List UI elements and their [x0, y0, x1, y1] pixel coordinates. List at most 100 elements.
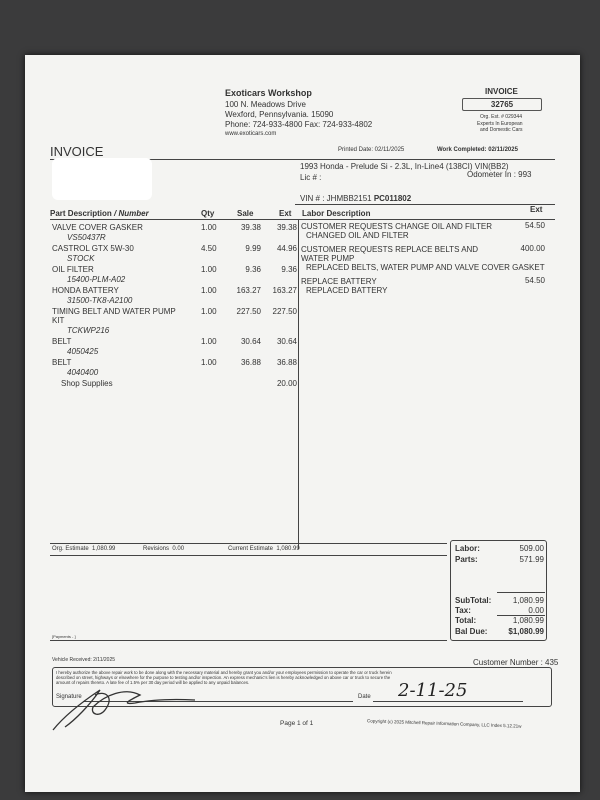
part-desc: HONDA BATTERY: [52, 286, 119, 295]
subtotal-label: SubTotal:: [455, 596, 492, 605]
part-ext: 9.36: [281, 265, 297, 274]
invoice-label: INVOICE: [485, 87, 518, 96]
part-desc: BELT: [52, 358, 72, 367]
parts-header-sale: Sale: [237, 209, 254, 218]
part-qty: 1.00: [201, 358, 217, 367]
part-sale: 39.38: [240, 223, 261, 232]
part-desc: VALVE COVER GASKER: [52, 223, 143, 232]
part-desc: TIMING BELT AND WATER PUMP: [52, 307, 176, 316]
vin-bold: PC011802: [373, 194, 412, 203]
part-qty: 1.00: [201, 265, 217, 274]
part-sale: 9.36: [245, 265, 261, 274]
lic-number: Lic # :: [300, 173, 322, 182]
current-estimate: 1,080.99: [276, 546, 300, 552]
labor-ext: 400.00: [520, 244, 545, 253]
copyright: Copyright (c) 2025 Mitchell Repair Infor…: [366, 718, 522, 729]
labor-desc: REPLACE BATTERY: [301, 277, 377, 286]
tax: 0.00: [528, 606, 544, 615]
shop-address2: Wexford, Pennsylvania. 15090: [225, 110, 334, 119]
shop-phone: Phone: 724-933-4800 Fax: 724-933-4802: [225, 120, 373, 129]
page-title: INVOICE: [50, 144, 104, 159]
part-number: 31500-TK8-A2100: [67, 296, 133, 305]
part-qty: 1.00: [201, 223, 217, 232]
part-desc: BELT: [52, 337, 72, 346]
labor-header-ext: Ext: [530, 205, 543, 214]
signature-label: Signature: [56, 694, 82, 700]
parts-header-desc: Part Description: [50, 209, 112, 218]
total-label: Total:: [455, 616, 477, 625]
tagline2: and Domestic Cars: [480, 127, 523, 133]
balance-due-label: Bal Due:: [455, 627, 488, 636]
tagline1: Experts In European: [477, 121, 523, 127]
part-qty: 1.00: [201, 286, 217, 295]
tax-label: Tax:: [455, 606, 471, 615]
part-number: VS50437R: [67, 233, 106, 242]
part-ext: 227.50: [272, 307, 297, 316]
labor-detail: REPLACED BELTS, WATER PUMP AND VALVE COV…: [306, 263, 545, 272]
terms-line: amount of repairs thereto. A late fee of…: [56, 680, 250, 685]
part-ext: 44.96: [276, 244, 297, 253]
parts-header-qty: Qty: [201, 209, 215, 218]
odometer: Odometer In : 993: [467, 170, 532, 179]
part-ext: 39.38: [276, 223, 297, 232]
terms-box: I hereby authorize the above repair work…: [52, 667, 552, 707]
part-sale: 9.99: [245, 244, 261, 253]
terms-line: I hereby authorize the above repair work…: [56, 670, 392, 675]
page-number: Page 1 of 1: [280, 720, 314, 727]
parts-header-number: / Number: [111, 209, 149, 218]
part-sale: 163.27: [236, 286, 261, 295]
invoice-paper: Exoticars Workshop 100 N. Meadows Drive …: [25, 55, 580, 792]
org-estimate: 1,080.99: [92, 546, 116, 552]
shop-web: www.exoticars.com: [225, 131, 277, 137]
org-estimate-label: Org. Estimate: [52, 546, 89, 552]
part-ext: 163.27: [272, 286, 297, 295]
parts-header-ext: Ext: [279, 209, 292, 218]
redacted-customer: [52, 158, 152, 200]
org-est: Org. Est. # 029344: [480, 114, 522, 120]
shop-supplies-ext: 20.00: [276, 379, 297, 388]
part-number: 15400-PLM-A02: [67, 275, 126, 284]
total: 1,080.99: [512, 616, 544, 625]
shop-supplies-label: Shop Supplies: [61, 379, 113, 388]
date-label: Date: [358, 694, 371, 700]
customer-number: Customer Number : 435: [473, 658, 559, 667]
labor-desc: WATER PUMP: [301, 254, 355, 263]
part-desc-cont: KIT: [52, 316, 65, 325]
part-desc: OIL FILTER: [52, 265, 94, 274]
vin-label: VIN # : JHMBB2151: [300, 194, 374, 203]
part-desc: CASTROL GTX 5W-30: [52, 244, 134, 253]
part-number: TCKWP216: [67, 326, 110, 335]
part-number: 4040400: [67, 368, 99, 377]
part-qty: 4.50: [201, 244, 217, 253]
part-sale: 36.88: [240, 358, 261, 367]
balance-due: $1,080.99: [508, 627, 544, 636]
part-sale: 30.64: [240, 337, 261, 346]
labor-total-label: Labor:: [455, 544, 480, 553]
part-ext: 36.88: [276, 358, 297, 367]
invoice-number: 32765: [462, 98, 542, 111]
revisions: 0.00: [172, 546, 185, 552]
part-qty: 1.00: [201, 307, 217, 316]
labor-ext: 54.50: [524, 221, 545, 230]
subtotal: 1,080.99: [512, 596, 544, 605]
shop-name: Exoticars Workshop: [225, 88, 312, 98]
labor-ext: 54.50: [524, 276, 545, 285]
part-sale: 227.50: [236, 307, 261, 316]
part-number: STOCK: [67, 254, 95, 263]
vehicle-received: Vehicle Received: 2/11/2025: [52, 657, 116, 663]
labor-detail: REPLACED BATTERY: [306, 286, 388, 295]
shop-address1: 100 N. Meadows Drive: [225, 100, 306, 109]
terms-line: described on street, highways or elsewhe…: [56, 675, 391, 680]
revisions-label: Revisions: [143, 546, 170, 552]
totals-box: Labor: 509.00 Parts: 571.99 SubTotal: 1,…: [450, 540, 547, 641]
vehicle-desc: 1993 Honda - Prelude Si - 2.3L, In-Line4…: [300, 162, 509, 171]
part-number: 4050425: [67, 347, 99, 356]
part-qty: 1.00: [201, 337, 217, 346]
labor-desc: CUSTOMER REQUESTS REPLACE BELTS AND: [301, 245, 479, 254]
parts-total: 571.99: [519, 555, 544, 564]
parts-total-label: Parts:: [455, 555, 478, 564]
labor-detail: CHANGED OIL AND FILTER: [306, 231, 409, 240]
handwritten-signature: [52, 689, 196, 731]
labor-total: 509.00: [519, 544, 544, 553]
part-ext: 30.64: [276, 337, 297, 346]
